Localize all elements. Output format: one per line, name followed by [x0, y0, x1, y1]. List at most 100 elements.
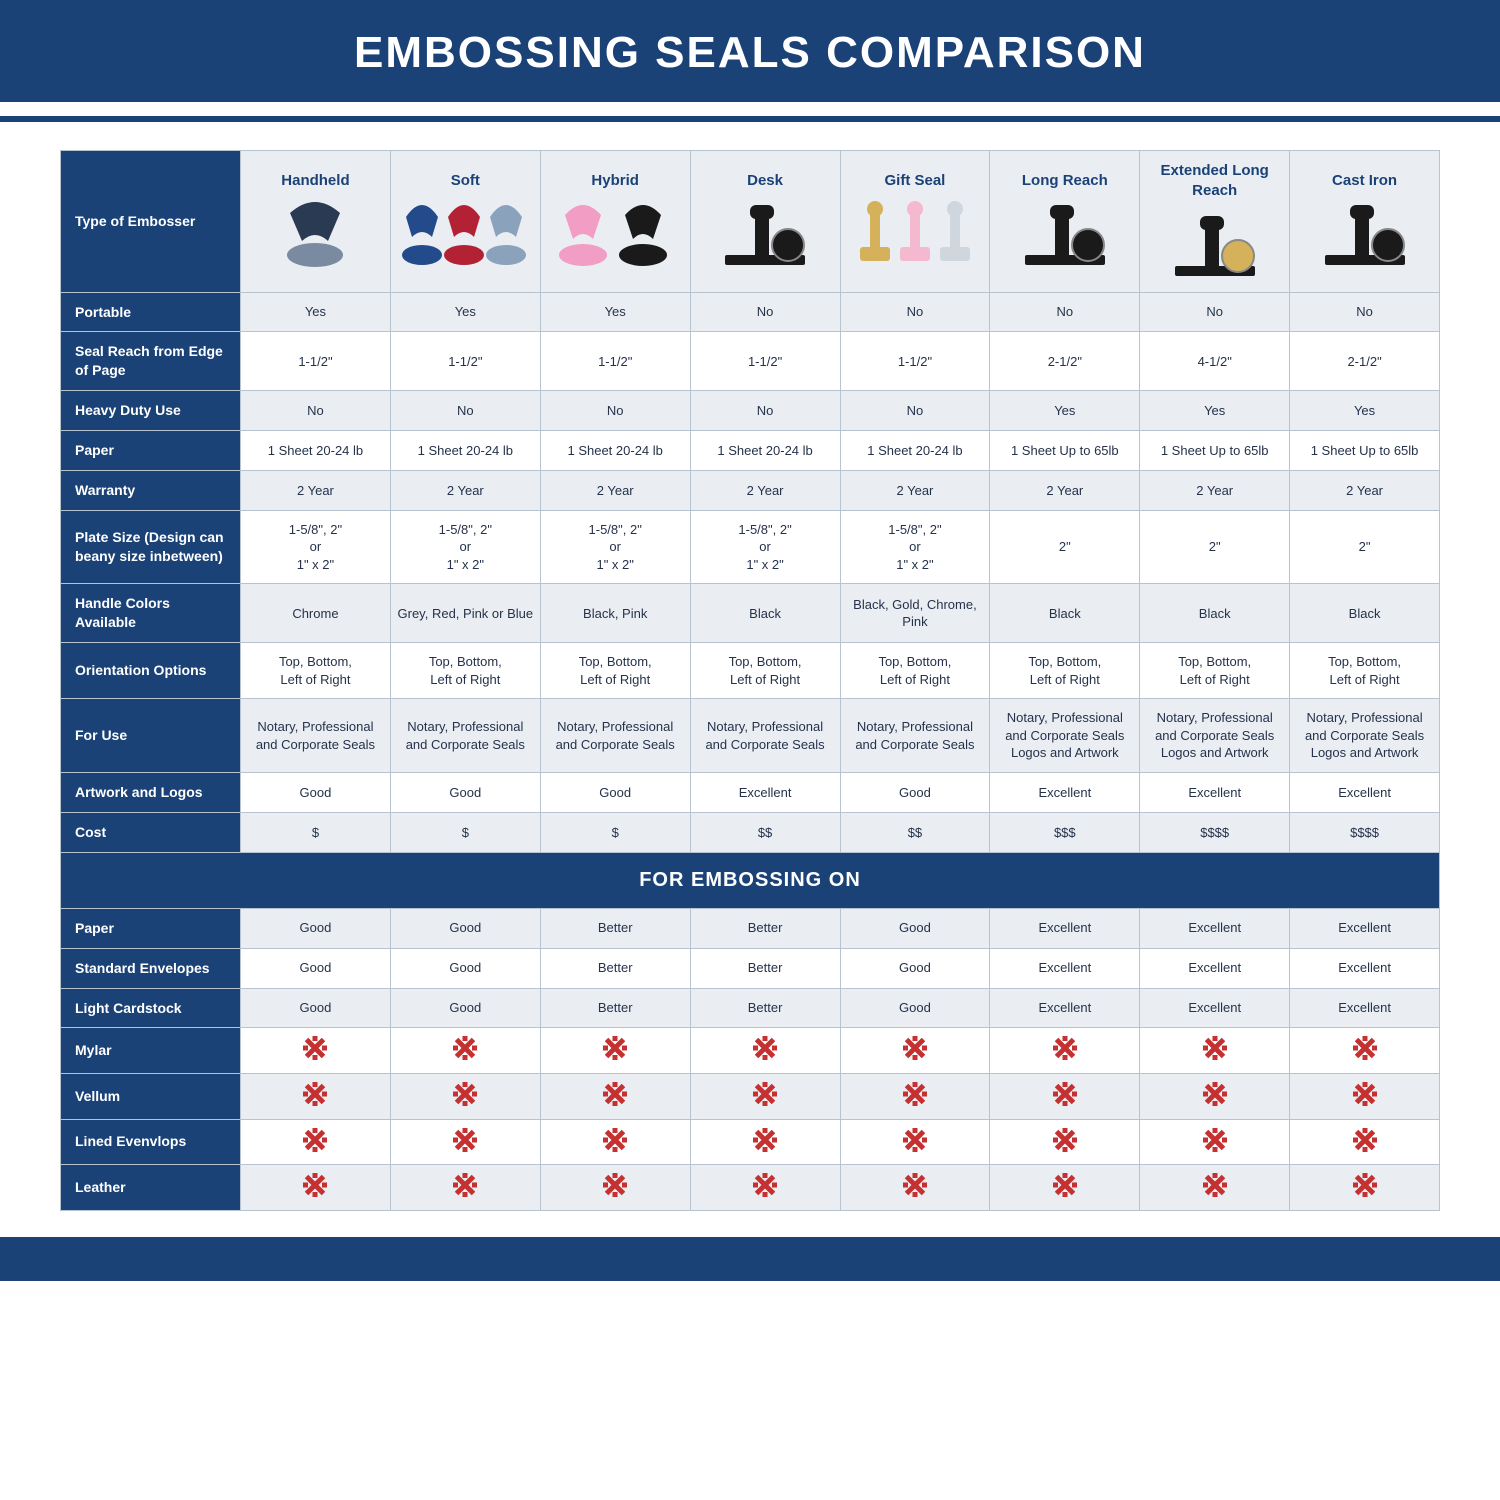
column-name: Cast Iron — [1296, 171, 1433, 191]
table-cell: Grey, Red, Pink or Blue — [390, 584, 540, 643]
column-header: Gift Seal — [840, 151, 990, 293]
table-cell: No — [690, 391, 840, 431]
table-cell: 1 Sheet Up to 65lb — [1290, 431, 1440, 471]
table-cell: Top, Bottom,Left of Right — [1140, 643, 1290, 699]
table-cell: $ — [390, 812, 540, 852]
table-cell: Yes — [241, 292, 391, 332]
row-label: Standard Envelopes — [61, 948, 241, 988]
table-row: Artwork and LogosGoodGoodGoodExcellentGo… — [61, 773, 1440, 813]
embosser-icon — [1296, 197, 1433, 271]
section-header-row: FOR EMBOSSING ON — [61, 852, 1440, 908]
table-cell — [690, 1074, 840, 1120]
table-cell: 2 Year — [540, 470, 690, 510]
table-cell: Top, Bottom,Left of Right — [840, 643, 990, 699]
table-cell: 1-5/8", 2"or1" x 2" — [241, 510, 391, 584]
table-cell: Excellent — [1140, 908, 1290, 948]
table-cell: Notary, Professional and Corporate Seals — [840, 699, 990, 773]
table-cell — [241, 1165, 391, 1211]
table-cell: Good — [241, 773, 391, 813]
table-cell — [840, 1074, 990, 1120]
table-cell — [390, 1119, 540, 1165]
column-header: Long Reach — [990, 151, 1140, 293]
table-cell — [990, 1074, 1140, 1120]
table-cell: Top, Bottom,Left of Right — [690, 643, 840, 699]
table-cell: Better — [690, 908, 840, 948]
table-cell: Excellent — [1140, 773, 1290, 813]
not-recommended-icon — [1055, 1175, 1075, 1195]
table-cell: 2 Year — [390, 470, 540, 510]
table-row: Plate Size (Design can beany size inbetw… — [61, 510, 1440, 584]
table-cell — [840, 1165, 990, 1211]
table-cell: 1 Sheet 20-24 lb — [540, 431, 690, 471]
table-cell — [540, 1165, 690, 1211]
table-cell: Good — [840, 948, 990, 988]
column-name: Soft — [397, 171, 534, 191]
not-recommended-icon — [1355, 1175, 1375, 1195]
table-row: PaperGoodGoodBetterBetterGoodExcellentEx… — [61, 908, 1440, 948]
table-cell — [390, 1028, 540, 1074]
table-cell: Better — [690, 988, 840, 1028]
table-cell: Excellent — [990, 908, 1140, 948]
row-label: Light Cardstock — [61, 988, 241, 1028]
table-cell: $$ — [840, 812, 990, 852]
table-cell: Good — [241, 948, 391, 988]
not-recommended-icon — [755, 1038, 775, 1058]
table-cell: No — [390, 391, 540, 431]
table-cell: Top, Bottom,Left of Right — [1290, 643, 1440, 699]
table-cell: Top, Bottom,Left of Right — [390, 643, 540, 699]
table-row: Seal Reach from Edge of Page1-1/2"1-1/2"… — [61, 332, 1440, 391]
column-header: Handheld — [241, 151, 391, 293]
table-row: Paper 1 Sheet 20-24 lb1 Sheet 20-24 lb 1 S… — [61, 431, 1440, 471]
table-cell: Better — [690, 948, 840, 988]
table-cell — [390, 1165, 540, 1211]
table-cell — [990, 1028, 1140, 1074]
table-cell — [1290, 1028, 1440, 1074]
table-cell: Better — [540, 948, 690, 988]
table-row: Leather — [61, 1165, 1440, 1211]
table-row: Mylar — [61, 1028, 1440, 1074]
table-cell — [840, 1119, 990, 1165]
table-cell — [241, 1074, 391, 1120]
table-cell: Good — [241, 908, 391, 948]
table-cell: Top, Bottom,Left of Right — [540, 643, 690, 699]
table-row: Handle Colors AvailableChromeGrey, Red, … — [61, 584, 1440, 643]
table-cell: Good — [241, 988, 391, 1028]
table-cell: 2 Year — [990, 470, 1140, 510]
table-cell: Excellent — [690, 773, 840, 813]
table-cell: Black, Pink — [540, 584, 690, 643]
table-cell: 2 Year — [840, 470, 990, 510]
row-label: Mylar — [61, 1028, 241, 1074]
not-recommended-icon — [605, 1175, 625, 1195]
row-label: For Use — [61, 699, 241, 773]
table-cell — [1290, 1119, 1440, 1165]
not-recommended-icon — [305, 1175, 325, 1195]
not-recommended-icon — [1055, 1038, 1075, 1058]
column-name: Extended Long Reach — [1146, 161, 1283, 202]
table-cell — [1290, 1074, 1440, 1120]
table-cell: Top, Bottom,Left of Right — [990, 643, 1140, 699]
embosser-icon — [847, 197, 984, 271]
table-cell: 1 Sheet 20-24 lb — [690, 431, 840, 471]
table-cell — [241, 1119, 391, 1165]
table-cell: 1 Sheet Up to 65lb — [990, 431, 1140, 471]
table-cell — [690, 1165, 840, 1211]
column-header: Desk — [690, 151, 840, 293]
table-cell: Notary, Professional and Corporate Seals… — [1140, 699, 1290, 773]
table-cell: $$$ — [990, 812, 1140, 852]
table-cell — [1290, 1165, 1440, 1211]
row-label: Paper — [61, 908, 241, 948]
table-cell: 1-5/8", 2"or1" x 2" — [540, 510, 690, 584]
table-row: PortableYesYesYesNoNoNoNoNo — [61, 292, 1440, 332]
table-row: Orientation OptionsTop, Bottom,Left of R… — [61, 643, 1440, 699]
table-cell: Good — [840, 773, 990, 813]
table-cell: 2" — [990, 510, 1140, 584]
table-cell: Top, Bottom,Left of Right — [241, 643, 391, 699]
table-cell: 1-5/8", 2"or1" x 2" — [690, 510, 840, 584]
row-label: Orientation Options — [61, 643, 241, 699]
not-recommended-icon — [605, 1130, 625, 1150]
table-cell: 2 Year — [1140, 470, 1290, 510]
row-label: Paper — [61, 431, 241, 471]
table-cell: $$ — [690, 812, 840, 852]
title-bar: EMBOSSING SEALS COMPARISON — [0, 0, 1500, 102]
table-cell: Notary, Professional and Corporate Seals… — [990, 699, 1140, 773]
